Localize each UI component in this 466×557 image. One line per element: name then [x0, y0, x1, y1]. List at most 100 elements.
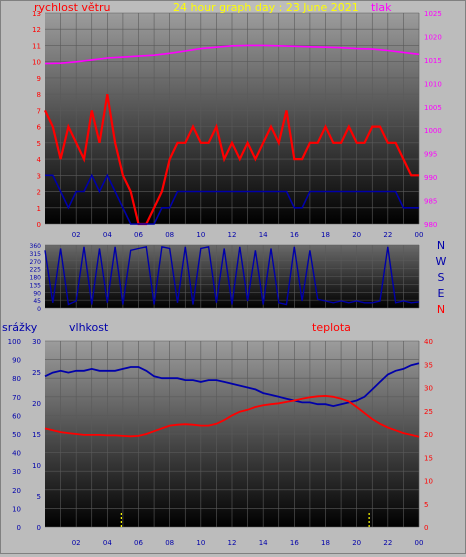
- hour-tick-label: 22: [383, 539, 392, 547]
- wind-tick-label: 7: [37, 107, 41, 115]
- hour-tick-label: 04: [103, 231, 112, 239]
- wind-average-line: [45, 173, 419, 225]
- chart-title: 24 hour graph day : 23 June 2021: [173, 1, 359, 14]
- hour-tick-label: 20: [352, 231, 361, 239]
- hour-tick-label: 20: [352, 539, 361, 547]
- wind-tick-label: 9: [37, 75, 41, 83]
- direction-tick-label: 135: [30, 282, 42, 289]
- compass-label: N: [437, 239, 445, 252]
- direction-tick-label: 315: [30, 251, 42, 258]
- temperature-tick-label: 20: [424, 431, 433, 439]
- wind-direction-line: [44, 245, 420, 306]
- humidity-tick-label: 0: [17, 524, 21, 532]
- rain-tick-label: 30: [32, 338, 41, 346]
- pressure-line: [44, 44, 420, 65]
- humidity-axis-label: vlhkost: [69, 321, 109, 334]
- wind-tick-label: 2: [37, 189, 41, 197]
- hour-tick-label: 02: [72, 539, 81, 547]
- temperature-tick-label: 30: [424, 385, 433, 393]
- hour-tick-label: 04: [103, 539, 112, 547]
- temperature-line: [44, 394, 420, 438]
- hour-tick-label: 14: [259, 231, 268, 239]
- pressure-tick-label: 1015: [424, 57, 442, 65]
- humidity-tick-label: 10: [12, 505, 21, 513]
- wind-tick-label: 5: [37, 140, 41, 148]
- wind-tick-label: 1: [37, 205, 41, 213]
- humidity-tick-label: 20: [12, 487, 21, 495]
- direction-tick-label: 45: [33, 298, 41, 305]
- compass-label: W: [436, 255, 447, 268]
- pressure-tick-label: 985: [424, 198, 437, 206]
- wind-tick-label: 4: [37, 156, 42, 164]
- temperature-tick-label: 5: [424, 501, 428, 509]
- humidity-tick-label: 50: [12, 431, 21, 439]
- pressure-tick-label: 980: [424, 221, 437, 229]
- temperature-tick-label: 10: [424, 478, 433, 486]
- hour-tick-label: 18: [321, 539, 330, 547]
- hour-tick-label: 06: [134, 231, 143, 239]
- hour-tick-label: 16: [290, 539, 299, 547]
- humidity-temperature-panel: 0 10 20 30 40 50 60 70 80 90 100 0 5 10 15 20 25 30 0 5 10…: [2, 321, 433, 547]
- direction-tick-label: 225: [30, 267, 42, 274]
- compass-label: S: [438, 271, 445, 284]
- pressure-tick-label: 1000: [424, 127, 442, 135]
- hour-tick-label: 10: [196, 539, 205, 547]
- rain-tick-label: 20: [32, 400, 41, 408]
- direction-tick-label: 360: [30, 243, 42, 250]
- wind-tick-label: 3: [37, 172, 41, 180]
- direction-tick-label: 90: [33, 290, 41, 297]
- hour-tick-label: 12: [228, 231, 237, 239]
- wind-tick-label: 11: [32, 42, 41, 50]
- wind-tick-label: 13: [32, 10, 41, 18]
- humidity-tick-label: 60: [12, 412, 21, 420]
- wind-axis-label: rychlost větru: [34, 1, 110, 14]
- hour-tick-label: 08: [165, 539, 174, 547]
- humidity-tick-label: 30: [12, 468, 21, 476]
- pressure-tick-label: 990: [424, 174, 437, 182]
- hour-tick-label: 00: [415, 231, 424, 239]
- hour-tick-label: 18: [321, 231, 330, 239]
- humidity-tick-label: 90: [12, 357, 21, 365]
- humidity-tick-label: 80: [12, 375, 21, 383]
- hour-tick-label: 12: [228, 539, 237, 547]
- rain-tick-label: 15: [32, 431, 41, 439]
- pressure-tick-label: 1005: [424, 104, 442, 112]
- hour-tick-label: 22: [383, 231, 392, 239]
- humidity-tick-label: 70: [12, 394, 21, 402]
- direction-tick-label: 180: [30, 275, 42, 282]
- wind-speed-line: [44, 94, 419, 226]
- pressure-tick-label: 1025: [424, 10, 442, 18]
- temperature-tick-label: 0: [424, 524, 428, 532]
- wind-tick-label: 6: [37, 124, 42, 132]
- hour-tick-label: 16: [290, 231, 299, 239]
- direction-tick-label: 0: [37, 306, 41, 313]
- hour-tick-label: 10: [196, 231, 205, 239]
- compass-label: N: [437, 303, 445, 316]
- temperature-tick-label: 25: [424, 408, 433, 416]
- hour-tick-label: 08: [165, 231, 174, 239]
- humidity-tick-label: 100: [8, 338, 21, 346]
- temperature-tick-label: 35: [424, 361, 433, 369]
- rain-axis-label: srážky: [2, 321, 38, 334]
- pressure-tick-label: 995: [424, 151, 437, 159]
- temperature-tick-label: 40: [424, 338, 433, 346]
- rain-tick-label: 10: [32, 462, 41, 470]
- wind-tick-label: 12: [32, 26, 41, 34]
- wind-tick-label: 8: [37, 91, 41, 99]
- hour-tick-label: 02: [72, 231, 81, 239]
- pressure-tick-label: 1010: [424, 80, 442, 88]
- rain-tick-label: 5: [37, 493, 41, 501]
- humidity-line: [44, 362, 420, 408]
- pressure-tick-label: 1020: [424, 33, 442, 41]
- hour-tick-label: 06: [134, 539, 143, 547]
- rain-tick-label: 0: [37, 524, 41, 532]
- direction-tick-label: 270: [30, 259, 42, 266]
- wind-tick-label: 0: [37, 221, 41, 229]
- temperature-tick-label: 15: [424, 454, 433, 462]
- rain-tick-label: 25: [32, 369, 41, 377]
- pressure-axis-label: tlak: [371, 1, 392, 14]
